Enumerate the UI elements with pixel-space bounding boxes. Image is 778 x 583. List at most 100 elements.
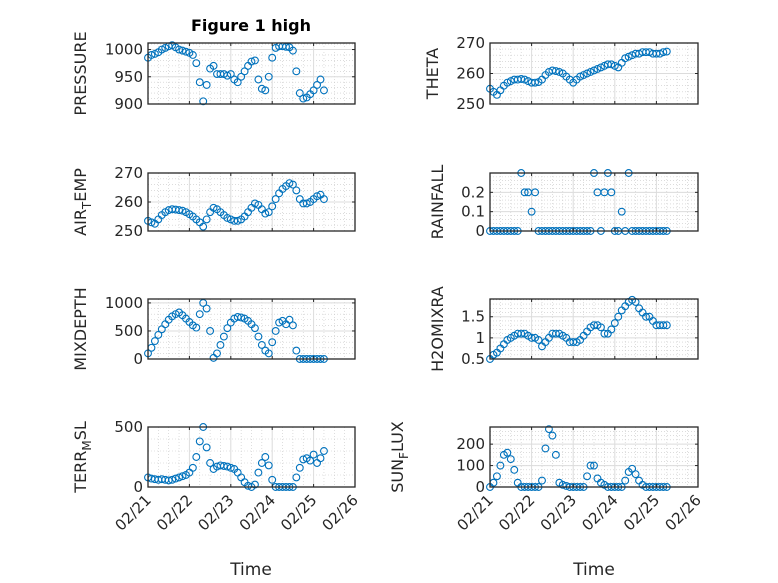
data-point [192,59,201,68]
data-point [223,214,232,222]
data-point [520,188,529,197]
data-point [288,180,297,189]
y-tick-label: 900 [114,95,143,113]
data-point [175,45,184,54]
y-axis-label: MIXDEPTH [71,287,90,370]
data-point [309,86,318,95]
data-point [195,78,204,87]
y-axis-label: AIRTEMP [71,168,94,236]
data-point [288,321,297,330]
data-point [171,474,180,483]
x-axis-label-right: Time [572,560,615,580]
data-point [320,86,328,95]
data-point [261,209,270,218]
data-point [202,215,211,224]
data-point [199,222,208,231]
y-tick-label: 950 [114,68,143,86]
data-point [531,78,540,87]
data-point [226,70,235,78]
data-point [531,188,540,197]
data-point [257,459,266,467]
data-point [168,475,177,484]
data-point [510,465,519,474]
data-point [268,475,277,484]
axes-box [489,298,699,360]
data-point [295,89,304,98]
data-point [195,437,204,446]
y-tick-label: 270 [114,164,143,182]
data-point [219,332,228,341]
axes-box [147,426,356,488]
y-tick-label: 250 [114,222,143,240]
axes-background [490,173,698,231]
data-point [271,327,280,335]
figure-title: Figure 1 high [191,16,311,35]
data-point [175,206,184,215]
y-tick-label: 1000 [105,294,143,312]
data-point [257,341,266,349]
data-point [313,80,321,89]
data-point [541,444,550,453]
data-point [264,349,273,358]
subplot-theta: 250 260 270 THETA [423,34,699,113]
data-point [254,75,263,84]
data-point [154,330,163,339]
y-tick-label: 500 [114,322,143,340]
axes-box [147,298,356,360]
subplot-h2omixra: 0.5 1 1.5 H2OMIXRA [428,286,699,372]
data-point [240,67,249,76]
data-point [610,319,619,328]
y-axis-label: RAINFALL [428,165,447,240]
data-point [271,195,280,204]
data-point [320,195,328,204]
data-point [251,324,259,333]
data-point [586,461,595,470]
data-point [188,51,197,59]
data-point [264,461,273,470]
data-point [517,75,526,83]
data-point [268,202,277,211]
data-point [223,462,232,471]
data-point [268,53,277,62]
data-point [213,349,221,358]
data-point [182,47,190,56]
data-point [607,325,616,334]
data-point [209,61,218,70]
y-tick-label: 0 [133,478,143,496]
data-point [206,459,215,467]
y-tick-label: 0.2 [461,183,485,201]
y-tick-label: 260 [456,65,485,83]
data-point [247,57,256,66]
data-point [583,472,592,481]
y-axis-label: H2OMIXRA [428,286,447,372]
data-point [527,207,536,216]
data-point [631,470,640,479]
y-tick-label: 100 [456,457,485,475]
subplot-pressure: 900 950 1000 PRESSURE [71,31,356,116]
data-point [614,312,623,321]
data-point [223,324,232,333]
y-tick-label: 0.1 [461,203,485,221]
y-tick-label: 1000 [105,41,143,59]
data-point [233,78,242,87]
data-point [309,450,318,459]
data-point [558,480,567,489]
data-point [292,473,301,482]
data-point [285,315,294,324]
y-tick-label: 1.5 [461,308,485,326]
data-point [544,425,553,434]
data-point [195,310,204,319]
y-tick-label: 0 [475,222,485,240]
y-tick-label: 270 [456,34,485,52]
y-axis-label: PRESSURE [71,31,90,115]
data-point [199,97,208,106]
data-point [506,455,515,464]
data-point [178,46,187,55]
data-point [299,94,308,103]
data-point [548,431,557,440]
data-point [590,321,598,330]
data-point [659,321,668,330]
data-point [295,463,304,472]
data-point [659,48,668,57]
